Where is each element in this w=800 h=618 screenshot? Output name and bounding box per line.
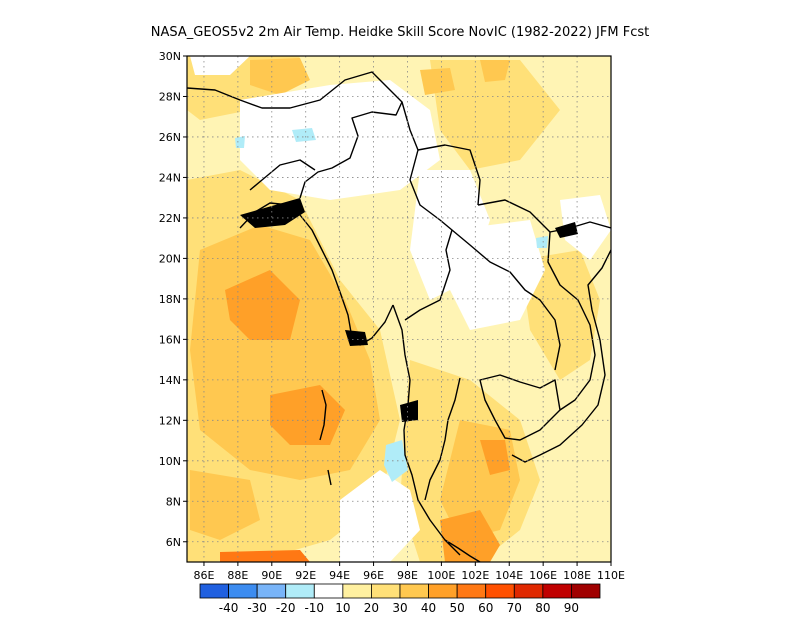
colorbar-label: 40 [421, 601, 436, 615]
lon-tick-label: 106E [529, 569, 557, 582]
colorbar-label: 80 [535, 601, 550, 615]
delta-coastlines [240, 198, 578, 422]
map-panel [186, 55, 612, 563]
colorbar-label: 10 [335, 601, 350, 615]
colorbar-label: -40 [219, 601, 239, 615]
lon-tick-label: 110E [597, 569, 625, 582]
lat-tick-label: 24N [159, 171, 181, 184]
gridlines [187, 56, 611, 562]
lon-tick-label: 96E [363, 569, 384, 582]
colorbar: -40 -30 -20 -10 10 20 30 40 50 60 70 80 90 [199, 583, 601, 615]
colorbar-swatch [342, 583, 372, 599]
lon-tick-label: 94E [329, 569, 350, 582]
lat-tick-label: 18N [159, 293, 181, 306]
lon-tick-label: 88E [227, 569, 248, 582]
lat-tick-label: 8N [166, 495, 181, 508]
lat-tick-label: 6N [166, 536, 181, 549]
map-frame [186, 55, 612, 563]
colorbar-label: 30 [392, 601, 407, 615]
colorbar-label: 60 [478, 601, 493, 615]
latitude-axis: 30N 28N 26N 24N 22N 20N 18N 16N 14N 12N 10N 8N 6N [159, 50, 187, 549]
map-title: NASA_GEOS5v2 2m Air Temp. Heidke Skill S… [151, 25, 649, 40]
lat-tick-label: 30N [159, 50, 181, 63]
colorbar-label: 90 [564, 601, 579, 615]
coastlines-and-borders [187, 71, 611, 562]
colorbar-swatch [542, 583, 572, 599]
colorbar-label: -30 [247, 601, 267, 615]
colorbar-swatch [313, 583, 344, 599]
lat-tick-label: 22N [159, 212, 181, 225]
lat-tick-label: 12N [159, 414, 181, 427]
colorbar-swatch [485, 583, 515, 599]
lon-tick-label: 102E [461, 569, 489, 582]
lon-tick-label: 92E [295, 569, 316, 582]
colorbar-label: 70 [507, 601, 522, 615]
lat-tick-label: 28N [159, 90, 181, 103]
colorbar-swatch [285, 583, 315, 599]
colorbar-label: 50 [450, 601, 465, 615]
lat-tick-label: 14N [159, 374, 181, 387]
lon-tick-label: 90E [261, 569, 282, 582]
colorbar-swatch [513, 583, 544, 599]
lat-tick-label: 26N [159, 131, 181, 144]
lon-tick-label: 86E [193, 569, 214, 582]
colorbar-swatch [199, 583, 229, 599]
lon-tick-label: 108E [563, 569, 591, 582]
lon-tick-label: 104E [495, 569, 523, 582]
lat-tick-label: 20N [159, 252, 181, 265]
lat-tick-label: 10N [159, 455, 181, 468]
colorbar-label: -20 [276, 601, 296, 615]
colorbar-swatch [571, 583, 601, 599]
lon-tick-label: 100E [427, 569, 455, 582]
colorbar-swatch [399, 583, 429, 599]
longitude-axis: 86E 88E 90E 92E 94E 96E 98E 100E 102E 104E 106E 108… [193, 562, 625, 582]
colorbar-swatch [428, 583, 458, 599]
lat-tick-label: 16N [159, 333, 181, 346]
lon-tick-label: 98E [397, 569, 418, 582]
colorbar-swatch [256, 583, 287, 599]
colorbar-label: 20 [364, 601, 379, 615]
colorbar-label: -10 [304, 601, 324, 615]
colorbar-swatch [228, 583, 258, 599]
colorbar-swatch [456, 583, 487, 599]
colorbar-swatch [371, 583, 401, 599]
